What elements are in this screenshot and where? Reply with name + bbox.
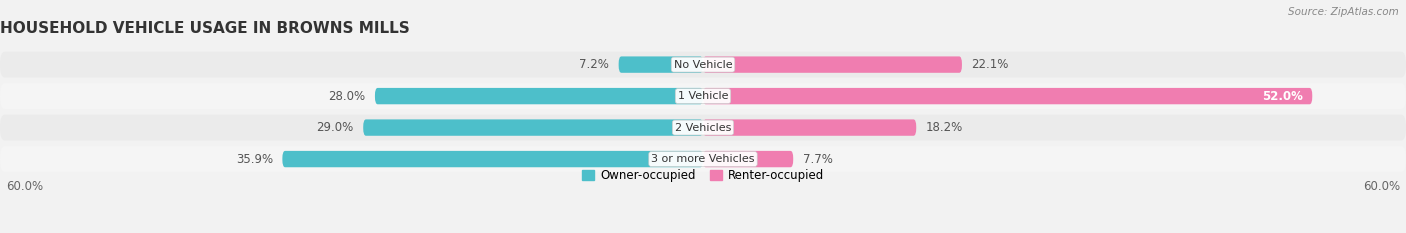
- Text: 3 or more Vehicles: 3 or more Vehicles: [651, 154, 755, 164]
- Text: Source: ZipAtlas.com: Source: ZipAtlas.com: [1288, 7, 1399, 17]
- Legend: Owner-occupied, Renter-occupied: Owner-occupied, Renter-occupied: [578, 164, 828, 187]
- Text: 22.1%: 22.1%: [972, 58, 1008, 71]
- Text: 18.2%: 18.2%: [925, 121, 963, 134]
- Text: HOUSEHOLD VEHICLE USAGE IN BROWNS MILLS: HOUSEHOLD VEHICLE USAGE IN BROWNS MILLS: [0, 21, 409, 36]
- Text: 1 Vehicle: 1 Vehicle: [678, 91, 728, 101]
- Text: 29.0%: 29.0%: [316, 121, 354, 134]
- FancyBboxPatch shape: [703, 119, 917, 136]
- FancyBboxPatch shape: [363, 119, 703, 136]
- Text: 28.0%: 28.0%: [329, 90, 366, 103]
- Text: 2 Vehicles: 2 Vehicles: [675, 123, 731, 133]
- Text: 60.0%: 60.0%: [1362, 181, 1400, 193]
- Text: 60.0%: 60.0%: [6, 181, 44, 193]
- Text: 7.7%: 7.7%: [803, 153, 832, 166]
- Text: 7.2%: 7.2%: [579, 58, 609, 71]
- Text: 52.0%: 52.0%: [1263, 90, 1303, 103]
- FancyBboxPatch shape: [0, 146, 1406, 172]
- Text: 35.9%: 35.9%: [236, 153, 273, 166]
- FancyBboxPatch shape: [703, 151, 793, 167]
- FancyBboxPatch shape: [619, 56, 703, 73]
- FancyBboxPatch shape: [0, 115, 1406, 140]
- FancyBboxPatch shape: [375, 88, 703, 104]
- FancyBboxPatch shape: [703, 88, 1312, 104]
- FancyBboxPatch shape: [0, 52, 1406, 78]
- Text: No Vehicle: No Vehicle: [673, 60, 733, 70]
- FancyBboxPatch shape: [703, 56, 962, 73]
- FancyBboxPatch shape: [283, 151, 703, 167]
- FancyBboxPatch shape: [0, 83, 1406, 109]
